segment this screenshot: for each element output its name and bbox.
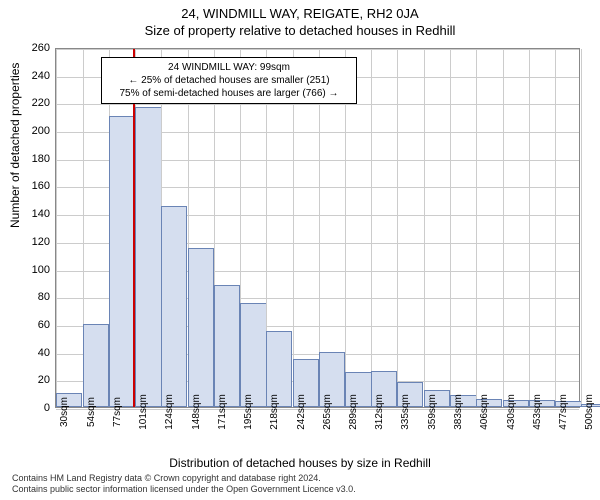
ytick-label: 0 [20,402,50,414]
histogram-bar [214,285,240,407]
gridline-vertical [555,49,556,407]
annotation-line-1: 24 WINDMILL WAY: 99sqm [108,61,350,74]
footer-line-1: Contains HM Land Registry data © Crown c… [12,473,356,485]
chart-plot-area: 24 WINDMILL WAY: 99sqm← 25% of detached … [55,48,580,408]
gridline-vertical [450,49,451,407]
page-subtitle: Size of property relative to detached ho… [0,21,600,38]
gridline-vertical [581,49,582,407]
gridline-vertical [476,49,477,407]
xtick-label: 453sqm [532,394,543,430]
gridline-vertical [397,49,398,407]
xtick-label: 312sqm [374,394,385,430]
footer-line-2: Contains public sector information licen… [12,484,356,496]
ytick-label: 120 [20,236,50,248]
histogram-bar [161,206,187,407]
ytick-label: 20 [20,374,50,386]
xtick-label: 171sqm [217,394,228,430]
ytick-label: 160 [20,180,50,192]
footer-attribution: Contains HM Land Registry data © Crown c… [12,473,356,496]
ytick-label: 260 [20,42,50,54]
histogram-bar [109,116,135,407]
ytick-label: 60 [20,319,50,331]
xtick-label: 77sqm [112,397,123,427]
gridline-vertical [503,49,504,407]
gridline-vertical [529,49,530,407]
x-axis-label: Distribution of detached houses by size … [0,456,600,470]
ytick-label: 40 [20,347,50,359]
xtick-label: 195sqm [243,394,254,430]
xtick-label: 383sqm [453,394,464,430]
xtick-label: 500sqm [584,394,595,430]
xtick-label: 148sqm [191,394,202,430]
annotation-line-2: ← 25% of detached houses are smaller (25… [108,74,350,87]
histogram-bar [135,107,161,407]
xtick-label: 124sqm [164,394,175,430]
ytick-label: 100 [20,264,50,276]
xtick-label: 101sqm [138,394,149,430]
xtick-label: 477sqm [558,394,569,430]
ytick-label: 140 [20,208,50,220]
histogram-bar [83,324,109,407]
histogram-bar [188,248,214,407]
ytick-label: 240 [20,70,50,82]
y-axis-label: Number of detached properties [8,63,22,228]
xtick-label: 406sqm [479,394,490,430]
page-title: 24, WINDMILL WAY, REIGATE, RH2 0JA [0,0,600,21]
gridline-vertical [424,49,425,407]
histogram-bar [240,303,266,407]
annotation-box: 24 WINDMILL WAY: 99sqm← 25% of detached … [101,57,357,104]
xtick-label: 242sqm [296,394,307,430]
annotation-line-3: 75% of semi-detached houses are larger (… [108,87,350,100]
gridline-horizontal [56,409,579,410]
gridline-vertical [371,49,372,407]
xtick-label: 359sqm [427,394,438,430]
ytick-label: 180 [20,153,50,165]
gridline-vertical [56,49,57,407]
ytick-label: 200 [20,125,50,137]
xtick-label: 218sqm [269,394,280,430]
ytick-label: 80 [20,291,50,303]
xtick-label: 289sqm [348,394,359,430]
xtick-label: 430sqm [506,394,517,430]
xtick-label: 335sqm [400,394,411,430]
ytick-label: 220 [20,97,50,109]
xtick-label: 54sqm [86,397,97,427]
xtick-label: 30sqm [59,397,70,427]
xtick-label: 265sqm [322,394,333,430]
